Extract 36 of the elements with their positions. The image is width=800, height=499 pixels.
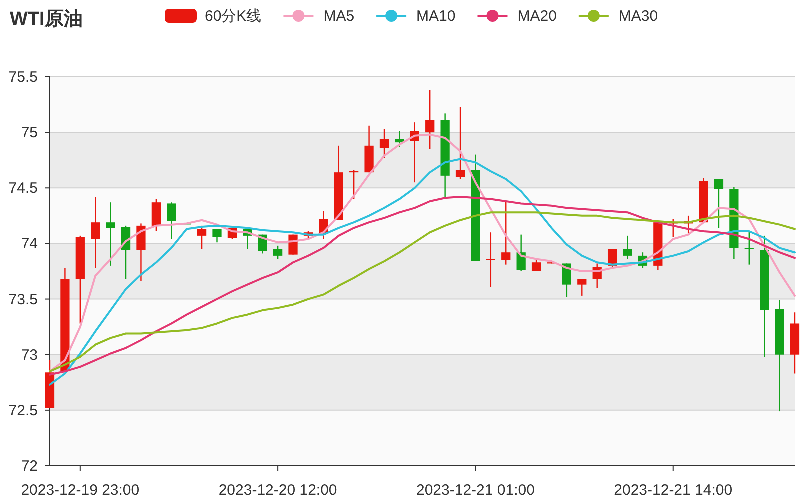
x-tick-label: 2023-12-19 23:00 [21,482,140,499]
candlestick [502,200,511,266]
candlestick [623,235,632,260]
y-tick-label: 75.5 [8,69,38,86]
candlestick [562,263,572,298]
candlestick [395,130,404,148]
y-tick-label: 74.5 [8,180,38,198]
chart-title: WTI原油 [10,8,83,30]
candlestick [167,202,176,240]
candlestick [106,202,116,267]
legend-label: MA20 [518,8,557,25]
x-tick-label: 2023-12-21 01:00 [416,482,535,499]
y-tick-label: 73 [21,346,38,364]
candlestick [152,198,161,232]
candlestick [426,90,435,150]
x-tick-label: 2023-12-20 12:00 [218,482,338,499]
y-tick-label: 74 [21,236,38,253]
candlestick [91,196,100,269]
legend-label: 60分K线 [205,8,262,25]
y-tick-label: 73.5 [8,291,38,308]
legend-label: MA30 [618,8,658,25]
candlestick [532,258,542,272]
legend-label: MA5 [324,8,355,25]
y-tick-label: 75 [21,124,38,142]
candlestick [380,128,390,159]
y-tick-label: 72.5 [8,402,38,420]
x-tick-label: 2023-12-21 14:00 [614,482,733,499]
candlestick [578,278,587,297]
candlestick [744,230,754,266]
candlestick [212,228,222,244]
candlestick [274,245,283,260]
candlestick [714,178,724,229]
y-tick-label: 72 [21,458,38,475]
candlestick [197,225,207,250]
candlestick [456,106,466,180]
legend-label: MA10 [416,8,456,25]
